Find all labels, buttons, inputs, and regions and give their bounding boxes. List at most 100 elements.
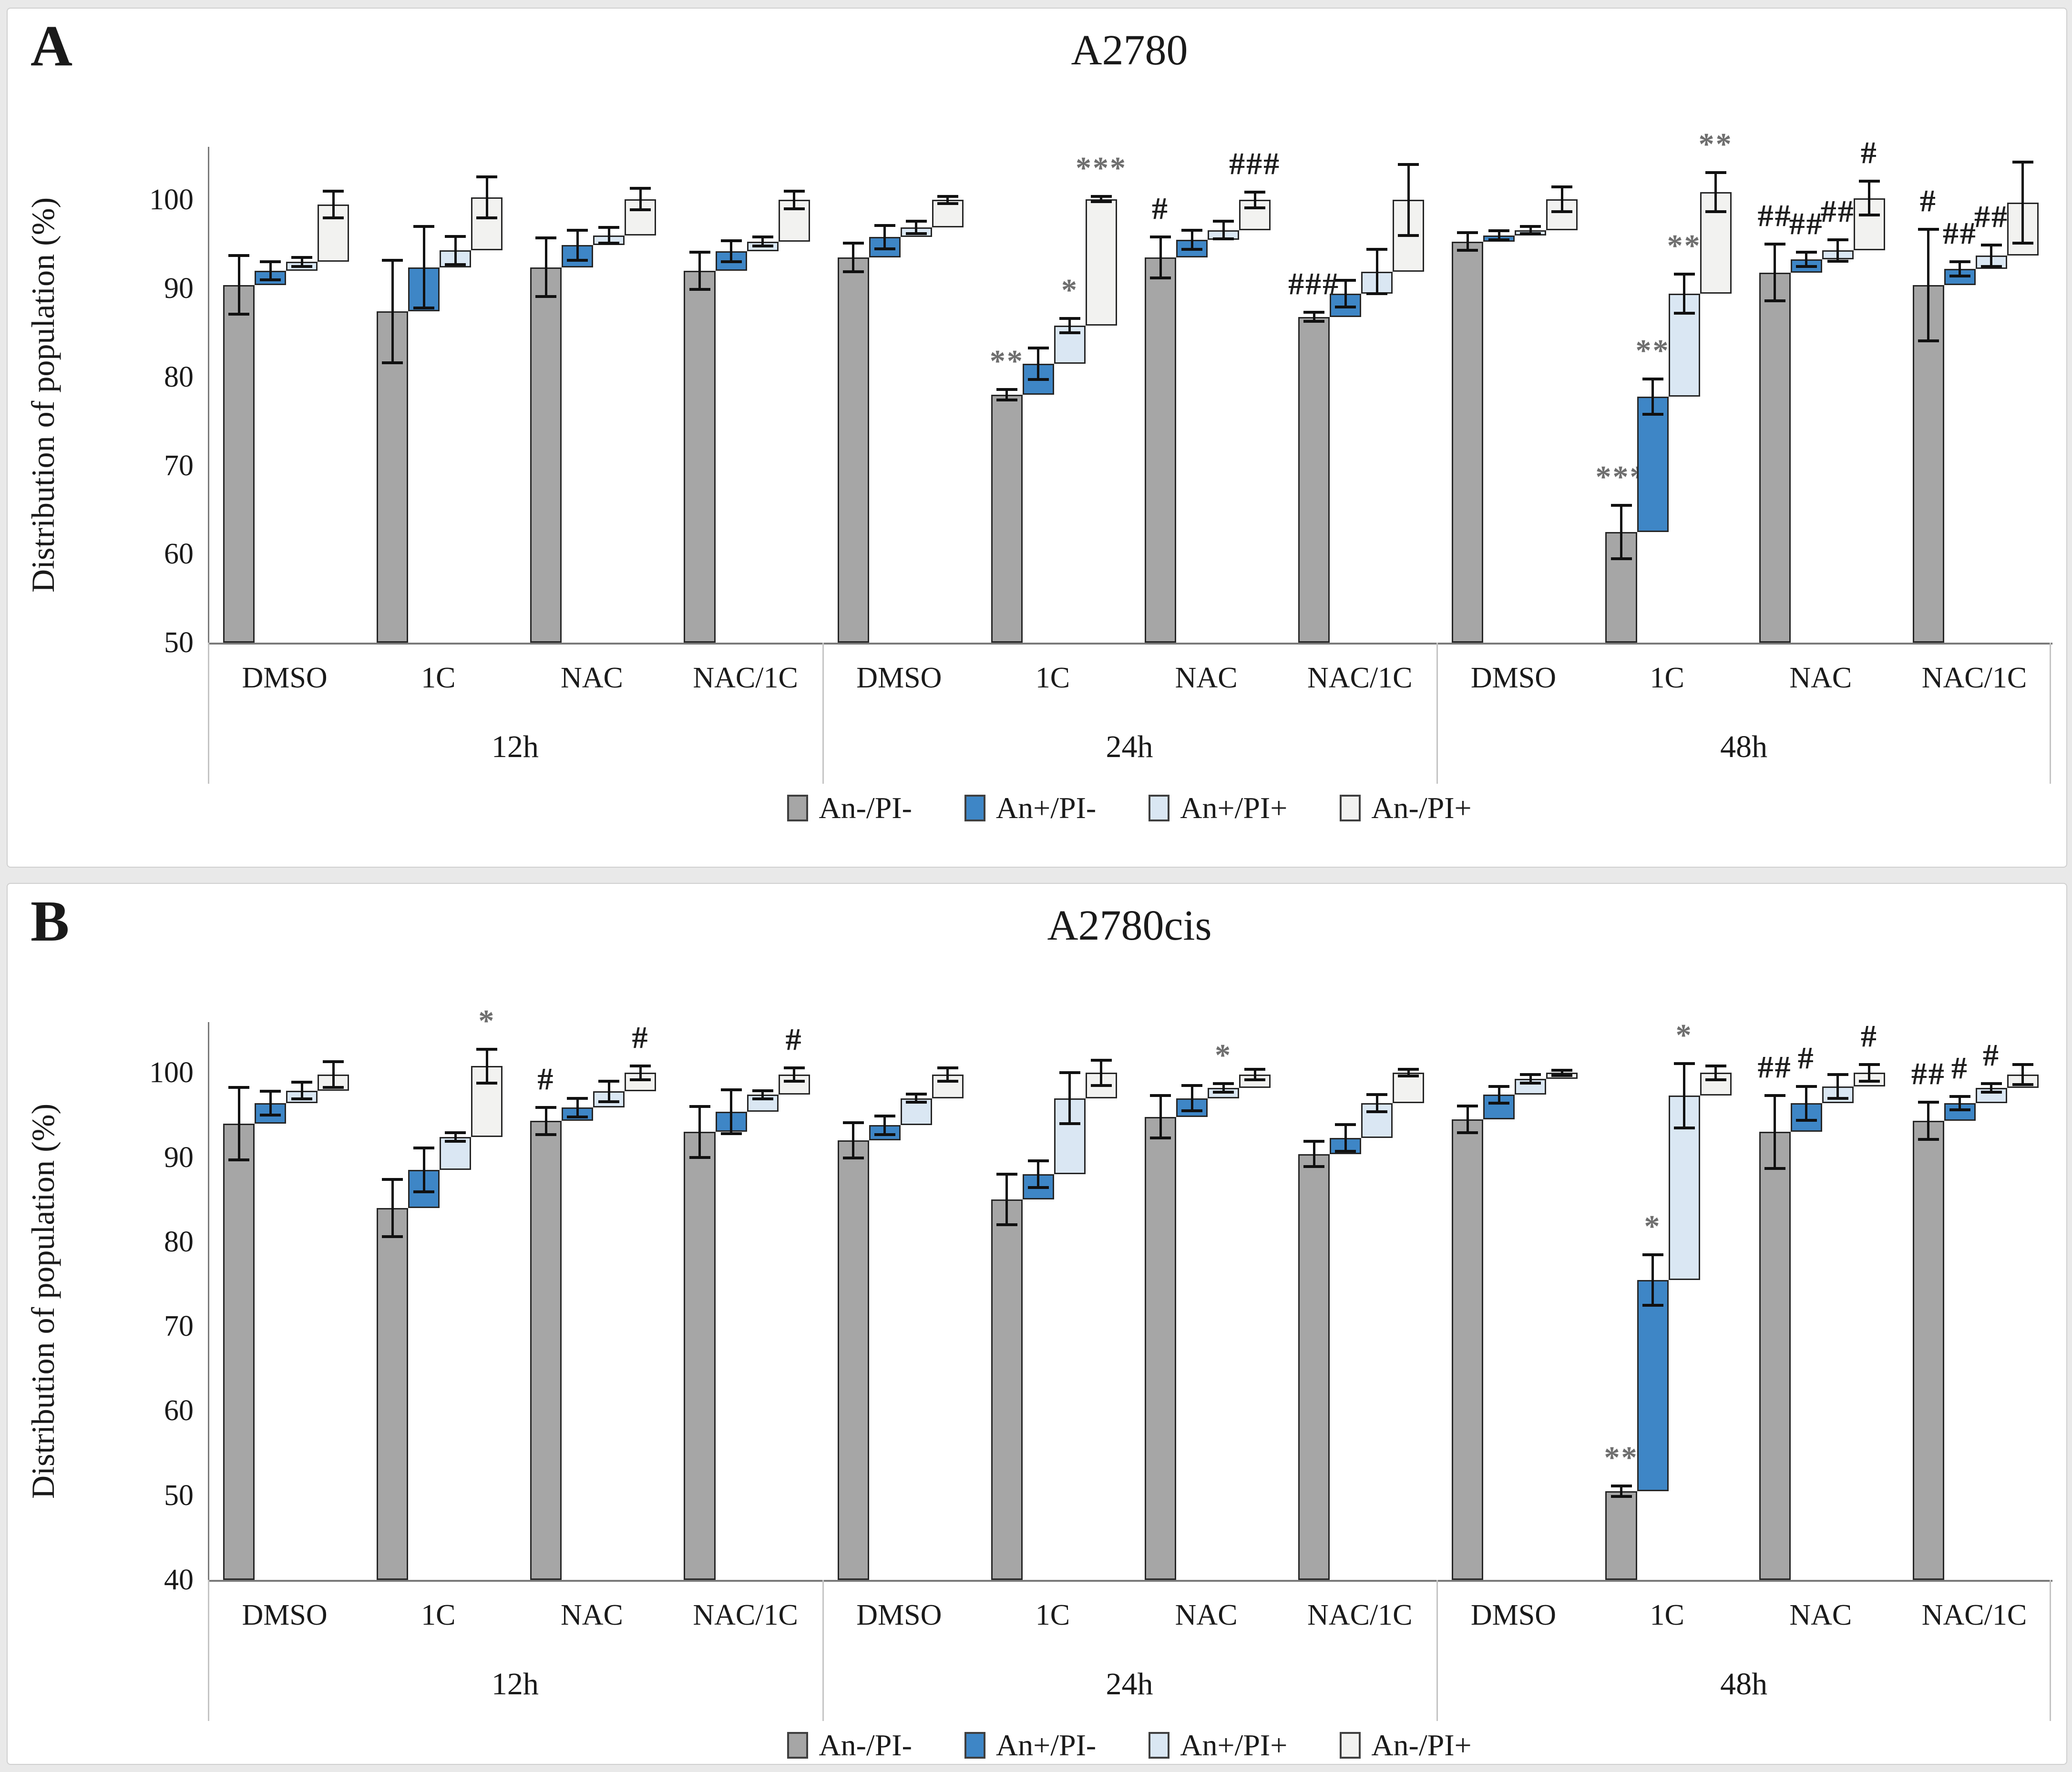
bar-segment [1759, 272, 1791, 643]
error-bar-cap [228, 254, 250, 257]
x-condition-labels: DMSO 1C NAC NAC/1C DMSO 1C NAC NAC/1C DMSO 1C NAC N… [208, 645, 2051, 711]
significance-marker: ## [1911, 1056, 1946, 1092]
significance-marker: ## [1942, 216, 1977, 251]
significance-marker: ## [1789, 206, 1824, 241]
error-bar-cap [1673, 312, 1695, 315]
error-bar-cap [1090, 200, 1112, 204]
panel-b-y-axis-ticks: 40 50 60 70 80 90 100 [98, 1022, 194, 1596]
error-bar-cap [1795, 1118, 1817, 1122]
error-bar-cap [905, 1101, 927, 1104]
error-bar-cap [323, 216, 344, 219]
bar-segment [1085, 199, 1117, 326]
error-bar-cap [535, 236, 557, 240]
error-bar [454, 236, 457, 265]
error-bar-cap [445, 1139, 466, 1143]
bar-segment [1912, 1121, 1944, 1580]
error-bar-cap [1551, 210, 1573, 213]
error-bar-cap [1949, 275, 1970, 278]
error-bar-cap [1366, 248, 1388, 251]
significance-marker: ** [989, 343, 1024, 379]
error-bar-cap [535, 295, 557, 298]
error-bar-cap [1673, 1062, 1695, 1065]
error-bar-cap [1366, 1110, 1388, 1113]
legend-swatch-icon [787, 1732, 809, 1759]
significance-marker: # [1152, 191, 1169, 226]
error-bar-cap [1027, 1159, 1049, 1162]
error-bar [1927, 229, 1930, 341]
error-bar-cap [1059, 317, 1080, 320]
error-bar-cap [1949, 260, 1970, 264]
significance-marker: * [1061, 273, 1078, 308]
significance-marker: ## [1974, 199, 2009, 235]
error-bar [852, 1122, 855, 1158]
error-bar-cap [1303, 1139, 1325, 1143]
error-bar [883, 1116, 886, 1135]
legend-swatch-icon [1340, 1732, 1361, 1759]
x-time-label: 48h [1720, 729, 1768, 764]
x-time-labels: 12h 24h 48h [208, 1649, 2051, 1720]
panel-b-title: A2780cis [1047, 902, 1212, 949]
significance-marker: # [632, 1020, 649, 1055]
error-bar [915, 1094, 918, 1103]
x-condition-label: DMSO [242, 662, 328, 694]
error-bar [946, 1067, 949, 1082]
x-time-label: 12h [491, 729, 539, 764]
error-bar [1344, 1124, 1347, 1152]
error-bar-cap [260, 260, 281, 264]
error-bar-cap [567, 258, 588, 262]
error-bar-cap [874, 1114, 895, 1117]
error-bar [1774, 1096, 1776, 1168]
significance-marker: ** [1698, 126, 1733, 162]
group-divider [208, 643, 209, 784]
plot-area: * # # # * ** * * ## # # ## # # [208, 1005, 2052, 1582]
error-bar-cap [228, 1086, 250, 1089]
error-bar-cap [1795, 265, 1817, 268]
legend-label: An+/PI- [995, 791, 1097, 825]
significance-marker: * [1644, 1209, 1662, 1244]
error-bar-cap [1827, 1096, 1848, 1100]
error-bar [730, 240, 733, 262]
x-condition-label: NAC/1C [1307, 662, 1413, 694]
x-condition-label: NAC/1C [693, 662, 798, 694]
x-time-labels: 12h 24h 48h [208, 711, 2051, 783]
error-bar-cap [1150, 236, 1171, 239]
error-bar-cap [1457, 1131, 1478, 1135]
error-bar-cap [445, 1131, 466, 1135]
x-condition-label: DMSO [1470, 1599, 1557, 1631]
x-condition-label: NAC [1789, 662, 1852, 694]
panel-b: B A2780cis Distribution of population (%… [7, 883, 2067, 1765]
error-bar-cap [476, 1047, 498, 1051]
panel-b-legend: An-/PI- An+/PI- An+/PI+ An-/PI+ [208, 1728, 2051, 1763]
error-bar [1774, 244, 1776, 301]
error-bar-cap [1764, 1167, 1785, 1170]
y-tick-label: 50 [164, 626, 194, 659]
error-bar-cap [1764, 299, 1785, 303]
bar-segment [991, 1199, 1023, 1580]
error-bar-cap [2012, 160, 2033, 164]
error-bar-cap [1335, 1150, 1356, 1153]
error-bar-cap [567, 1115, 588, 1118]
error-bar [1190, 230, 1193, 250]
error-bar [1529, 1074, 1532, 1083]
significance-marker: ## [1820, 194, 1855, 229]
x-condition-label: NAC/1C [1307, 1599, 1413, 1631]
legend-label: An+/PI+ [1180, 1728, 1288, 1762]
error-bar-cap [752, 1097, 773, 1101]
error-bar-cap [1642, 412, 1663, 416]
significance-marker: # [1797, 1040, 1815, 1075]
error-bar [1805, 252, 1808, 266]
error-bar-cap [1488, 238, 1510, 241]
error-bar-cap [1335, 1123, 1356, 1126]
error-bar [698, 1106, 701, 1157]
significance-marker: ** [1667, 228, 1702, 264]
bar-segment [1759, 1132, 1791, 1580]
error-bar-cap [630, 208, 651, 211]
error-bar [454, 1133, 457, 1141]
error-bar [1683, 1063, 1686, 1128]
legend-label: An-/PI- [819, 791, 912, 825]
significance-marker: # [1860, 1018, 1878, 1054]
error-bar-cap [1059, 1071, 1080, 1075]
x-time-label: 24h [1106, 1667, 1153, 1701]
error-bar-cap [1642, 1253, 1663, 1256]
error-bar [237, 256, 240, 314]
